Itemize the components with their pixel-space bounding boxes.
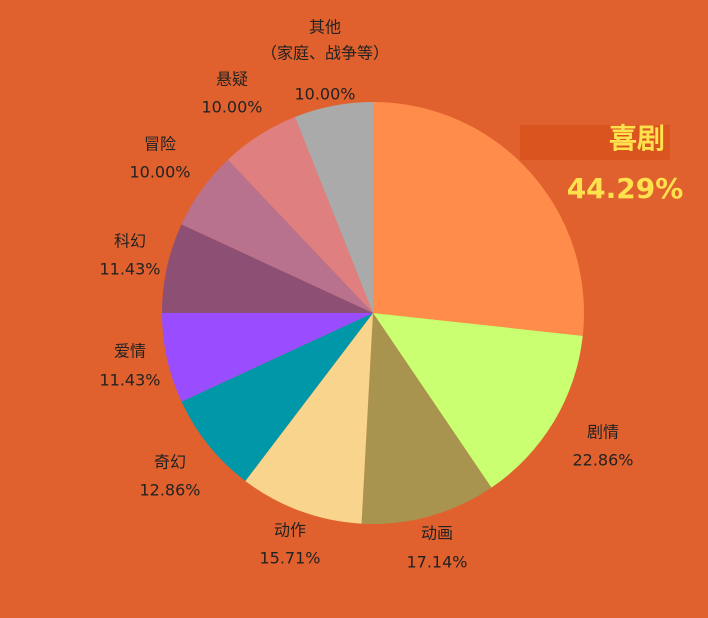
category-label: 奇幻 <box>154 453 186 472</box>
value-label: 12.86% <box>139 481 200 500</box>
category-label: 冒险 <box>144 135 176 154</box>
pie-slice <box>373 313 583 488</box>
value-label: 11.43% <box>99 260 160 279</box>
value-label: 10.00% <box>129 163 190 182</box>
value-label: 11.43% <box>99 371 160 390</box>
value-label: 10.00% <box>201 98 262 117</box>
pie-slice <box>373 102 584 336</box>
category-label: 喜剧 <box>609 122 665 155</box>
value-label: 15.71% <box>259 549 320 568</box>
category-label: 悬疑 <box>216 70 248 89</box>
category-label: 科幻 <box>114 232 146 251</box>
category-label: 爱情 <box>114 342 146 361</box>
category-label: 剧情 <box>587 423 619 442</box>
pie-slice <box>245 313 373 524</box>
annotation: （家庭、战争等） <box>261 44 389 63</box>
value-label: 17.14% <box>406 553 467 572</box>
value-label: 44.29% <box>567 172 684 205</box>
pie-slice <box>227 116 373 313</box>
category-label: 动作 <box>274 521 306 540</box>
value-label: 22.86% <box>572 451 633 470</box>
pie-slice <box>181 159 373 313</box>
pie-slice <box>294 102 373 313</box>
category-label: 其他 <box>309 18 341 37</box>
pie-slice <box>162 224 373 313</box>
category-label: 动画 <box>421 524 453 543</box>
highlight-box <box>520 125 670 160</box>
pie-slice <box>181 313 373 481</box>
pie-slice <box>361 313 492 524</box>
value-label: 10.00% <box>294 85 355 104</box>
pie-slice <box>162 313 373 402</box>
